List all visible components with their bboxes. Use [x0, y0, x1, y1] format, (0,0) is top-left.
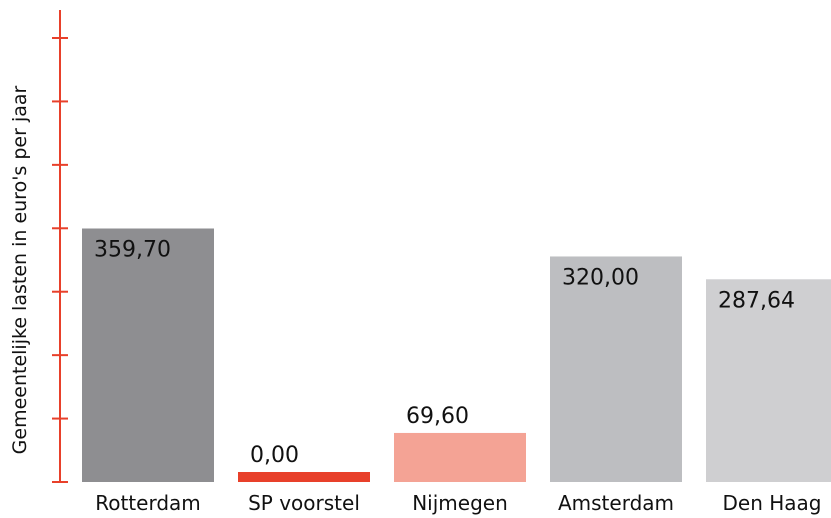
bars [82, 228, 831, 482]
bar [550, 256, 682, 482]
x-tick-label: SP voorstel [248, 491, 360, 515]
bar [238, 472, 370, 482]
x-tick-label: Amsterdam [558, 491, 674, 515]
category-labels: Rotterdam SP voorstel Nijmegen Amsterdam Den… [95, 491, 821, 515]
data-label: 0,00 [250, 443, 299, 468]
y-axis [52, 10, 68, 483]
x-tick-label: Den Haag [723, 491, 822, 515]
x-tick-label: Nijmegen [412, 491, 508, 515]
bar [706, 279, 831, 482]
data-label: 320,00 [562, 265, 639, 290]
data-label: 287,64 [718, 288, 795, 313]
bar [82, 228, 214, 482]
bar [394, 432, 526, 482]
x-tick-label: Rotterdam [95, 491, 201, 515]
value-labels: 359,70 0,00 69,60 320,00 287,64 [94, 237, 795, 468]
data-label: 69,60 [406, 404, 469, 429]
data-label: 359,70 [94, 237, 171, 262]
y-axis-label: Gemeentelijke lasten in euro's per jaar [9, 85, 31, 454]
